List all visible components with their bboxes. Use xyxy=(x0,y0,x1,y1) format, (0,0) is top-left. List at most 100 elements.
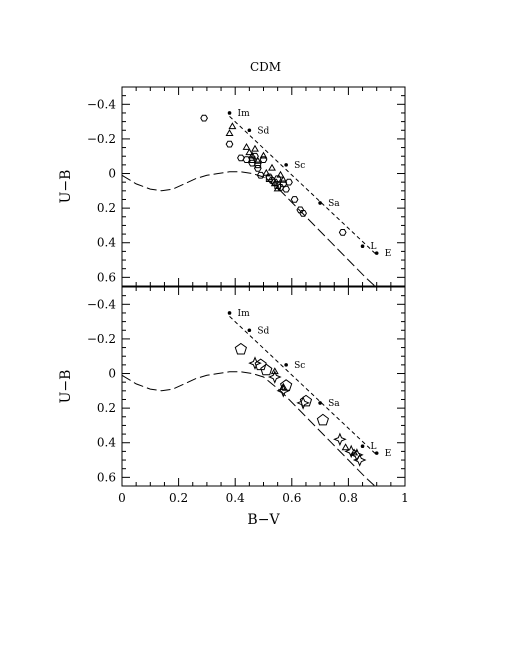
x-tick-label: 0 xyxy=(118,491,126,505)
y-axis-label: U−B xyxy=(58,170,74,204)
data-point xyxy=(352,453,367,467)
model-sequence-line xyxy=(229,116,378,256)
reference-point xyxy=(247,328,252,333)
data-point xyxy=(299,394,313,407)
data-point xyxy=(259,151,268,159)
y-tick-label: −0.4 xyxy=(87,97,117,111)
data-point xyxy=(270,367,279,375)
reference-point-label: Im xyxy=(238,109,251,119)
data-point xyxy=(282,185,290,193)
data-point xyxy=(268,163,276,171)
data-point xyxy=(245,148,254,156)
data-point xyxy=(296,206,305,214)
data-point xyxy=(234,342,247,355)
plot-frame xyxy=(121,286,406,487)
reference-point xyxy=(360,444,365,449)
data-point xyxy=(248,159,257,167)
reference-point xyxy=(284,363,288,367)
y-tick-label: 0.6 xyxy=(97,270,116,284)
reference-point-label: Sc xyxy=(294,361,305,371)
reference-point-label: E xyxy=(385,449,392,459)
y-axis-label: U−B xyxy=(58,370,74,404)
data-point xyxy=(338,229,347,236)
y-tick-label: 0.2 xyxy=(97,401,116,415)
reference-point xyxy=(318,201,322,205)
data-point xyxy=(276,184,285,191)
reference-point xyxy=(360,244,365,248)
reference-point-label: Sd xyxy=(257,126,269,136)
data-point xyxy=(200,114,208,122)
data-point xyxy=(350,448,359,456)
data-point xyxy=(253,165,262,172)
data-point xyxy=(262,168,271,176)
data-point xyxy=(341,443,350,451)
data-point xyxy=(276,383,291,398)
reference-point xyxy=(227,311,232,315)
data-point xyxy=(242,156,251,163)
data-point xyxy=(279,382,288,390)
x-axis-label: B−V xyxy=(247,512,280,528)
data-point xyxy=(270,178,279,186)
reference-point xyxy=(247,128,252,133)
data-point xyxy=(248,356,262,370)
plot-frame xyxy=(121,86,406,287)
data-point xyxy=(248,156,256,163)
y-tick-label: 0.4 xyxy=(97,436,116,450)
y-tick-label: −0.2 xyxy=(87,132,116,146)
data-point xyxy=(276,170,285,178)
data-point xyxy=(225,129,234,136)
y-tick-label: 0.6 xyxy=(97,470,116,484)
model-sequence-line xyxy=(229,316,378,456)
data-point xyxy=(290,196,299,203)
reference-point-label: Sa xyxy=(328,199,340,209)
evolution-track-curve xyxy=(121,371,378,489)
x-tick-label: 0.8 xyxy=(339,491,358,505)
reference-point-label: Sc xyxy=(294,161,305,171)
y-tick-label: 0.4 xyxy=(97,236,116,250)
y-tick-label: 0 xyxy=(108,367,116,381)
data-point xyxy=(259,156,268,163)
reference-point xyxy=(284,163,288,167)
data-point xyxy=(253,156,262,164)
reference-point-label: Im xyxy=(238,309,251,319)
reference-point-label: L xyxy=(371,442,377,452)
data-point xyxy=(242,142,251,150)
reference-point xyxy=(318,401,322,405)
reference-point xyxy=(374,251,379,255)
data-point xyxy=(256,171,265,179)
y-tick-label: 0.2 xyxy=(97,201,116,215)
data-point xyxy=(248,151,257,159)
data-point xyxy=(260,363,273,376)
reference-point-label: E xyxy=(385,249,392,259)
data-point xyxy=(265,175,273,183)
reference-point-label: Sa xyxy=(328,399,340,409)
data-point xyxy=(273,175,282,183)
reference-point-label: L xyxy=(371,242,377,252)
y-tick-label: −0.4 xyxy=(87,297,117,311)
data-point xyxy=(267,370,282,384)
data-point xyxy=(254,161,262,169)
reference-point xyxy=(227,111,232,115)
chart-title: CDM xyxy=(250,60,281,74)
data-point xyxy=(225,140,234,148)
bottom-panel: −0.4−0.200.20.40.60 0.2 0.4 0.6 0.8 1U−BB−VIm… xyxy=(58,286,409,528)
reference-point xyxy=(374,451,379,455)
reference-point-label: Sd xyxy=(257,326,269,336)
data-point xyxy=(280,379,293,391)
data-point xyxy=(274,182,281,189)
data-point xyxy=(279,175,288,183)
x-tick-label: 0.2 xyxy=(169,491,188,505)
evolution-track-curve xyxy=(121,171,378,289)
data-point xyxy=(299,210,307,217)
top-panel: −0.4 −0.2 0 0.2 0.4 0.6 CDM U−B Im Sd Sc Sa LE xyxy=(58,60,406,289)
data-point xyxy=(228,122,237,130)
x-tick-label: 0.6 xyxy=(282,491,301,505)
y-tick-label: −0.2 xyxy=(87,332,116,346)
data-point xyxy=(237,154,245,162)
data-point xyxy=(296,396,310,410)
x-tick-label: 0.4 xyxy=(226,491,245,505)
x-tick-label: 1 xyxy=(401,491,409,505)
data-point xyxy=(316,413,329,426)
data-point xyxy=(333,432,347,447)
